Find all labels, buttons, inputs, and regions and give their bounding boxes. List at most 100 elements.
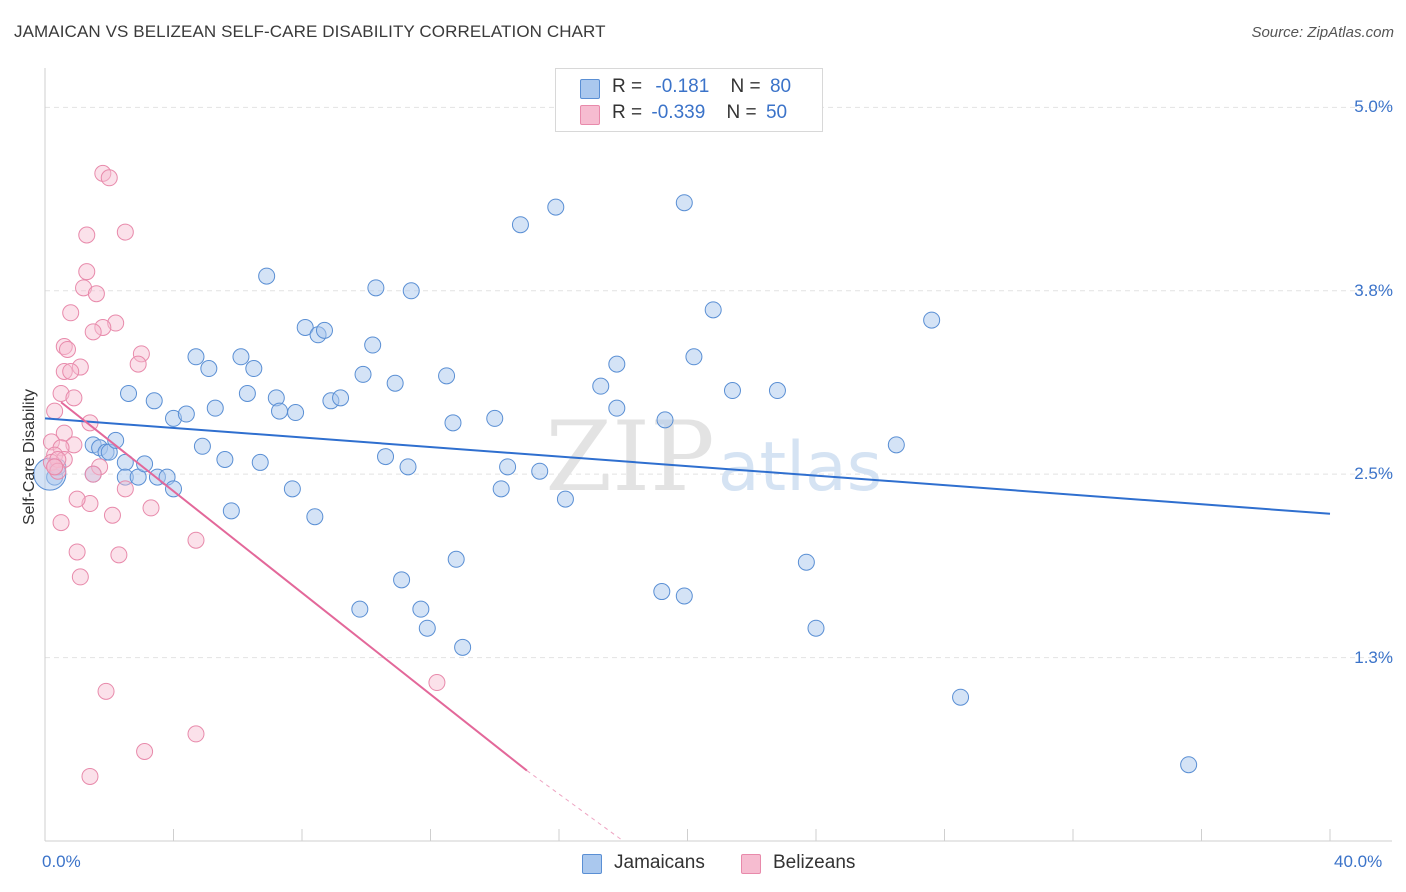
belizeans-point <box>142 499 160 517</box>
jamaicans-point <box>952 688 970 706</box>
jamaicans-point <box>283 480 301 498</box>
belizeans-point <box>78 226 96 244</box>
jamaicans-point <box>492 480 510 498</box>
belizeans-point <box>116 480 134 498</box>
belizeans-points <box>42 164 446 785</box>
jamaicans-point <box>136 455 154 473</box>
belizeans-point <box>97 682 115 700</box>
jamaicans-point <box>444 414 462 432</box>
belizeans-point <box>103 506 121 524</box>
jamaicans-point <box>187 348 205 366</box>
belizeans-point <box>62 362 80 380</box>
jamaicans-point <box>399 458 417 476</box>
jamaicans-point <box>653 583 671 601</box>
belizeans-point <box>84 465 102 483</box>
jamaicans-point <box>200 360 218 378</box>
jamaicans-point <box>675 194 693 212</box>
jamaicans-point <box>232 348 250 366</box>
belizeans-point <box>55 424 73 442</box>
jamaicans-point <box>685 348 703 366</box>
jamaicans-point <box>393 571 411 589</box>
belizeans-point <box>132 345 150 363</box>
jamaicans-point <box>222 502 240 520</box>
n-label: N = <box>726 102 757 123</box>
belizeans-point <box>55 362 73 380</box>
belizeans-point <box>71 568 89 586</box>
jamaicans-point <box>367 279 385 297</box>
jamaicans-point <box>177 405 195 423</box>
jamaicans-legend-swatch <box>582 854 602 874</box>
jamaicans-point <box>238 384 256 402</box>
jamaicans-point <box>887 436 905 454</box>
jamaicans-point <box>402 282 420 300</box>
correlation-legend: R = -0.181 N = 80 R = -0.339 N = 50 <box>555 68 823 132</box>
y-tick-label: 5.0% <box>1354 97 1393 117</box>
belizeans-point <box>78 263 96 281</box>
belizeans-swatch <box>580 105 600 125</box>
jamaicans-trend-line <box>44 417 1331 515</box>
jamaicans-point <box>258 267 276 285</box>
belizeans-point <box>187 531 205 549</box>
belizeans-point <box>71 358 89 376</box>
n-label: N = <box>730 76 761 97</box>
belizeans-point <box>65 436 83 454</box>
r-label: R = <box>612 76 643 97</box>
jamaicans-point <box>364 336 382 354</box>
jamaicans-point <box>768 382 786 400</box>
jamaicans-n-value: 80 <box>769 76 792 97</box>
belizeans-point <box>58 340 76 358</box>
jamaicans-point <box>245 360 263 378</box>
belizeans-r-value: -0.339 <box>651 102 706 123</box>
belizeans-point <box>81 495 99 513</box>
belizeans-point <box>100 169 118 187</box>
jamaicans-point <box>723 382 741 400</box>
belizeans-point <box>136 742 154 760</box>
jamaicans-point <box>1180 756 1198 774</box>
x-tick-label-max: 40.0% <box>1334 852 1383 871</box>
jamaicans-point <box>418 619 436 637</box>
jamaicans-point <box>251 453 269 471</box>
jamaicans-point <box>351 600 369 618</box>
jamaicans-point <box>807 619 825 637</box>
jamaicans-point <box>332 389 350 407</box>
jamaicans-point <box>797 553 815 571</box>
jamaicans-point <box>120 384 138 402</box>
belizeans-point <box>65 389 83 407</box>
r-label: R = <box>612 102 643 123</box>
y-axis-label: Self-Care Disability <box>21 388 38 526</box>
jamaicans-point <box>556 490 574 508</box>
jamaicans-r-value: -0.181 <box>655 76 710 97</box>
belizeans-point <box>107 314 125 332</box>
jamaicans-point <box>287 404 305 422</box>
jamaicans-point <box>511 216 529 234</box>
belizeans-point <box>84 323 102 341</box>
jamaicans-point <box>354 365 372 383</box>
jamaicans-point <box>412 600 430 618</box>
jamaicans-point <box>592 377 610 395</box>
jamaicans-point <box>608 399 626 417</box>
belizeans-trend-line <box>60 401 528 772</box>
belizeans-point <box>116 223 134 241</box>
jamaicans-point <box>704 301 722 319</box>
x-tick-label-min: 0.0% <box>42 852 81 871</box>
jamaicans-point <box>656 411 674 429</box>
axes <box>44 68 1392 842</box>
jamaicans-point <box>447 550 465 568</box>
jamaicans-legend-label: Jamaicans <box>614 852 705 873</box>
belizeans-point <box>91 458 109 476</box>
belizeans-point <box>110 546 128 564</box>
jamaicans-point <box>296 318 314 336</box>
jamaicans-point <box>107 431 125 449</box>
jamaicans-point <box>306 508 324 526</box>
jamaicans-point <box>145 392 163 410</box>
belizeans-trend-extension <box>526 770 624 842</box>
belizeans-point <box>46 402 64 420</box>
belizeans-point <box>187 725 205 743</box>
belizeans-point <box>52 514 70 532</box>
jamaicans-point <box>216 451 234 468</box>
belizeans-point <box>81 767 99 785</box>
y-tick-label: 3.8% <box>1354 280 1393 300</box>
trend-lines <box>44 401 1331 842</box>
jamaicans-point <box>315 321 333 339</box>
